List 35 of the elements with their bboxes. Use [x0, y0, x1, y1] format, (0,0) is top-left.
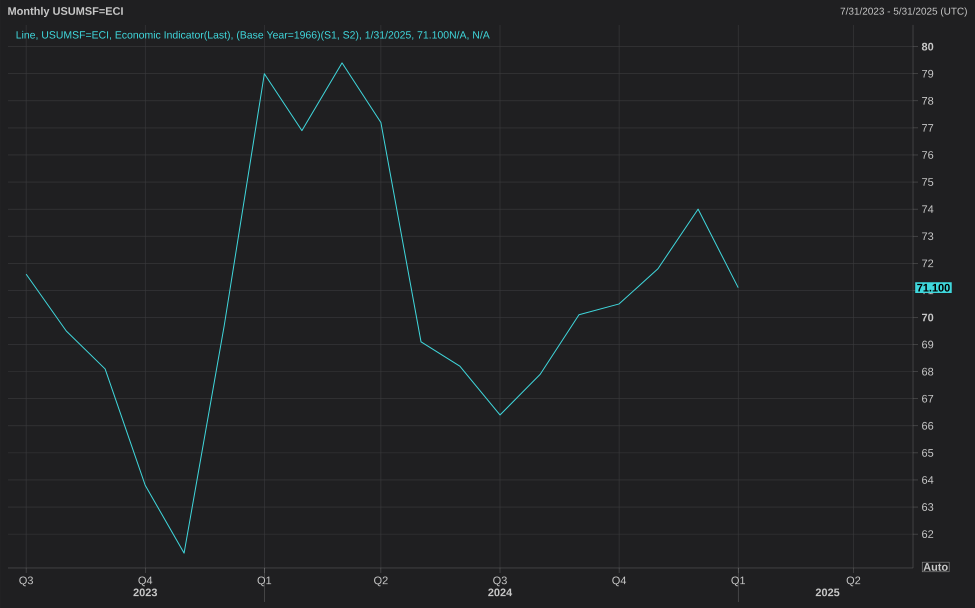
- chart-title: Monthly USUMSF=ECI: [8, 6, 123, 18]
- y-tick-label: 72: [922, 259, 934, 268]
- y-tick-label: 74: [922, 205, 934, 213]
- x-tick-label: Q4: [612, 576, 626, 586]
- y-tick-label: 63: [922, 503, 934, 511]
- y-tick-label: 73: [922, 232, 934, 240]
- y-tick-label: 70: [922, 314, 934, 322]
- x-tick-label: Q4: [138, 576, 152, 586]
- x2-tick-label: 2024: [488, 588, 512, 596]
- line-series: [26, 62, 739, 554]
- y-tick-label: 64: [922, 476, 934, 484]
- y-tick-label: 65: [922, 449, 934, 457]
- text: 71.100: [917, 284, 950, 292]
- y-tick-label: 68: [922, 368, 934, 376]
- y-tick-label: 76: [922, 151, 934, 159]
- y-tick-label: 80: [922, 42, 934, 51]
- x-tick-label: Q2: [846, 576, 860, 586]
- text: Auto: [923, 563, 948, 571]
- x-tick-label: Q3: [19, 576, 33, 586]
- x2-tick-label: 2025: [816, 588, 840, 596]
- y-tick-label: 78: [922, 96, 934, 105]
- text: Line, USUMSF=ECI, Economic Indicator(Last), (Base Year=1966)(S1, S2), 1/31/2025, 71.100N/A, N/A: [16, 30, 490, 41]
- x-tick-label: Q2: [374, 576, 388, 586]
- y-tick-label: 77: [922, 124, 934, 132]
- y-tick-label: 79: [922, 70, 934, 78]
- x-tick-label: Q1: [258, 576, 272, 586]
- y-tick-label: 67: [922, 394, 934, 403]
- y-tick-label: 69: [922, 340, 934, 348]
- x2-tick-label: 2023: [133, 588, 158, 596]
- y-tick-label: 66: [922, 422, 934, 430]
- x-tick-label: Q1: [731, 576, 746, 586]
- x-tick-label: Q3: [493, 576, 507, 586]
- y-tick-label: 62: [922, 530, 934, 538]
- y-tick-label: 75: [922, 178, 934, 186]
- chart-subtitle: 7/31/2023 - 5/31/2025 (UTC): [840, 7, 967, 17]
